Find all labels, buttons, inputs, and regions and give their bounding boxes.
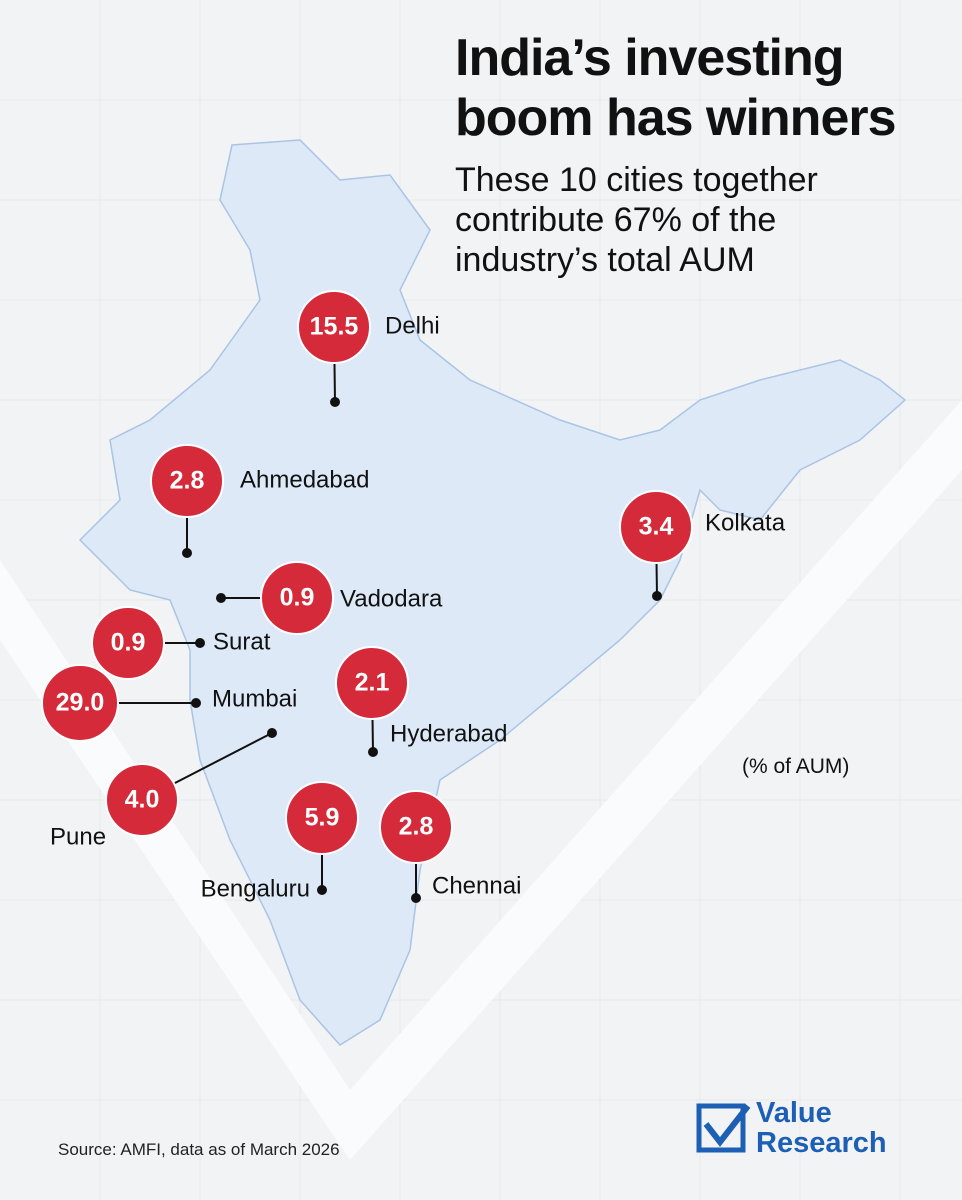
city-markers: 15.5 Delhi 2.8 Ahmedabad 0.9 Vadodara 0.9 Surat… bbox=[41, 290, 786, 903]
value-label: 2.8 bbox=[170, 467, 205, 495]
value-bubble bbox=[335, 646, 409, 720]
city-name: Kolkata bbox=[705, 509, 786, 536]
city-name: Delhi bbox=[385, 312, 440, 339]
value-bubble bbox=[150, 444, 224, 518]
logo-box bbox=[696, 1103, 746, 1153]
value-label: 2.1 bbox=[355, 669, 390, 697]
city-dot bbox=[411, 893, 421, 903]
value-label: 29.0 bbox=[56, 689, 105, 717]
city-dot bbox=[195, 638, 205, 648]
value-label: 4.0 bbox=[125, 786, 160, 814]
city-dot bbox=[216, 593, 226, 603]
city-name: Ahmedabad bbox=[240, 466, 369, 493]
value-label: 0.9 bbox=[111, 629, 146, 657]
value-bubble bbox=[297, 290, 371, 364]
source: Source: AMFI, data as of March 2026 bbox=[58, 1140, 340, 1159]
value-label: 5.9 bbox=[305, 804, 340, 832]
city-name: Surat bbox=[213, 628, 271, 655]
subtitle: These 10 cities together contribute 67% … bbox=[455, 161, 818, 279]
city-name: Pune bbox=[50, 823, 106, 850]
city-dot bbox=[267, 728, 277, 738]
value-bubble bbox=[41, 664, 119, 742]
city-dot bbox=[330, 397, 340, 407]
city-dot bbox=[368, 747, 378, 757]
value-label: 15.5 bbox=[310, 313, 359, 341]
value-label: 0.9 bbox=[280, 584, 315, 612]
value-bubble bbox=[379, 790, 453, 864]
city-dot bbox=[182, 548, 192, 558]
unit-note: (% of AUM) bbox=[742, 755, 850, 778]
value-label: 2.8 bbox=[399, 813, 434, 841]
value-bubble bbox=[105, 763, 179, 837]
city-name: Vadodara bbox=[340, 585, 443, 612]
logo-text: Value Research bbox=[756, 1097, 887, 1159]
city-dot bbox=[317, 885, 327, 895]
value-bubble bbox=[619, 490, 693, 564]
city-name: Hyderabad bbox=[390, 720, 507, 747]
value-bubble bbox=[260, 561, 334, 635]
value-bubble bbox=[285, 781, 359, 855]
logo-check bbox=[703, 1104, 751, 1147]
value-bubble bbox=[91, 606, 165, 680]
city-name: Bengaluru bbox=[201, 875, 310, 902]
value-label: 3.4 bbox=[639, 513, 674, 541]
city-name: Mumbai bbox=[212, 685, 297, 712]
city-dot bbox=[652, 591, 662, 601]
city-dot bbox=[191, 698, 201, 708]
title: India’s investing boom has winners bbox=[455, 29, 897, 147]
chevron-shape bbox=[0, 400, 962, 1160]
city-name: Chennai bbox=[432, 872, 521, 899]
